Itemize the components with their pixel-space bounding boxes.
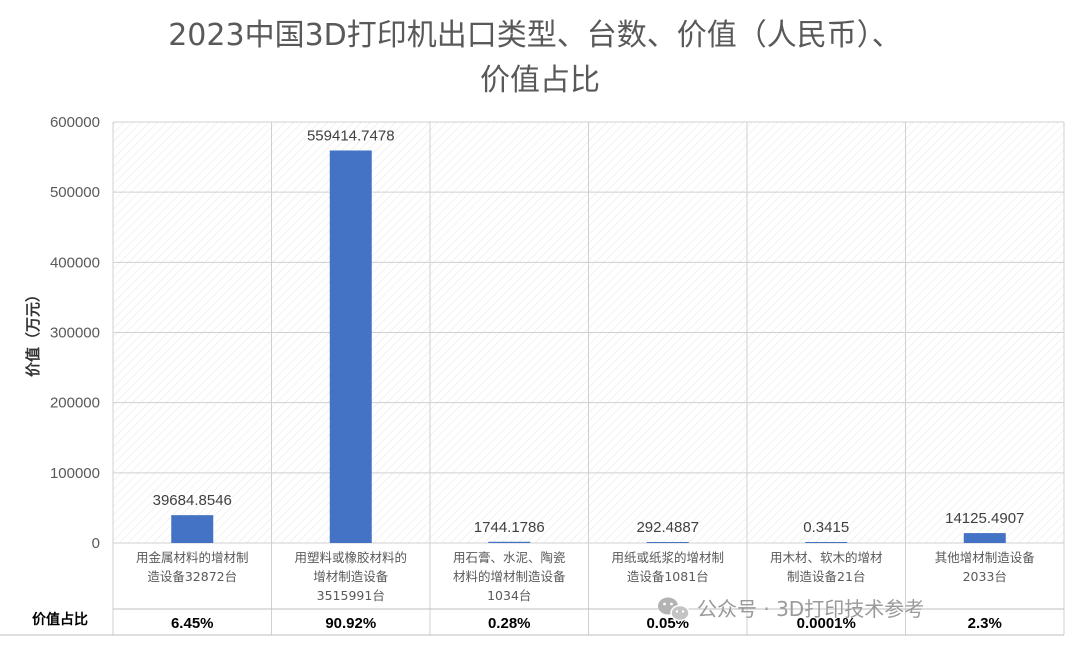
category-label: 用纸或纸浆的增材制 — [611, 550, 724, 565]
category-label: 2033台 — [963, 569, 1007, 584]
category-label: 1034台 — [487, 588, 531, 603]
bar — [646, 542, 689, 543]
category-label: 3515991台 — [317, 588, 385, 603]
y-axis-label: 价值（万元） — [24, 287, 42, 377]
value-share: 6.45% — [171, 615, 214, 632]
category-label: 用石膏、水泥、陶瓷 — [453, 550, 566, 565]
data-label: 39684.8546 — [153, 492, 232, 509]
category-label: 造设备1081台 — [627, 569, 709, 584]
category-label: 造设备32872台 — [147, 569, 237, 584]
data-labels: 39684.8546 559414.7478 1744.1786 292.4887 0.… — [153, 127, 1025, 536]
category-label: 增材制造设备 — [313, 569, 389, 584]
y-axis-ticks: 0 100000 200000 300000 400000 500000 600000 — [50, 114, 100, 552]
wechat-icon — [658, 597, 690, 622]
y-tick-label: 400000 — [50, 254, 100, 271]
category-label: 其他增材制造设备 — [935, 550, 1036, 565]
data-label: 559414.7478 — [307, 127, 395, 144]
share-row: 价值占比 6.45% 90.92% 0.28% 0.05% 0.0001% 2.3% — [32, 611, 1002, 632]
value-share: 0.0001% — [797, 615, 856, 632]
chart-title-line-1: 2023中国3D打印机出口类型、台数、价值（人民币）、 — [168, 18, 902, 53]
y-tick-label: 600000 — [50, 114, 100, 131]
data-label: 1744.1786 — [474, 519, 545, 536]
category-label: 材料的增材制造设备 — [453, 569, 566, 584]
category-label: 用塑料或橡胶材料的 — [294, 550, 407, 565]
value-share: 90.92% — [325, 615, 376, 632]
bar — [329, 150, 372, 543]
share-row-title: 价值占比 — [32, 611, 88, 628]
watermark: 公众号 · 3D打印技术参考 — [658, 597, 924, 622]
y-tick-label: 200000 — [50, 395, 100, 412]
category-label: 用木材、软木的增材 — [770, 550, 883, 565]
y-tick-label: 500000 — [50, 184, 100, 201]
bar — [488, 541, 531, 543]
bars — [171, 150, 1006, 543]
category-label: 用金属材料的增材制 — [136, 550, 249, 565]
chart-title-line-2: 价值占比 — [480, 63, 600, 98]
value-share: 0.28% — [488, 615, 531, 632]
category-label: 制造设备21台 — [787, 569, 865, 584]
value-share: 2.3% — [968, 615, 1002, 632]
bar — [963, 533, 1006, 543]
y-tick-label: 300000 — [50, 325, 100, 342]
data-label: 14125.4907 — [945, 510, 1024, 527]
y-tick-label: 0 — [92, 535, 100, 552]
watermark-text: 公众号 · 3D打印技术参考 — [697, 597, 924, 621]
grid-lines — [0, 121, 1065, 636]
bar — [805, 542, 848, 543]
data-label: 292.4887 — [636, 519, 699, 536]
y-tick-label: 100000 — [50, 465, 100, 482]
bar — [171, 515, 214, 543]
data-label: 0.3415 — [803, 519, 849, 536]
